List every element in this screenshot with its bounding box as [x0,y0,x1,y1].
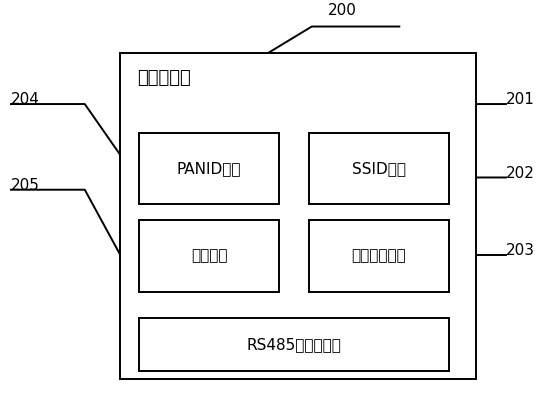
Text: 密钥设置: 密钥设置 [191,248,228,264]
Bar [120,53,476,379]
Bar [309,220,449,292]
Text: 200: 200 [328,3,357,18]
Text: 201: 201 [506,93,535,107]
Text: 上位机软件: 上位机软件 [137,69,190,87]
Text: 串口通信模块: 串口通信模块 [351,248,406,264]
Text: 205: 205 [11,178,40,193]
Bar [139,318,449,371]
Text: SSID设置: SSID设置 [352,161,406,176]
Bar [139,133,279,204]
Text: 203: 203 [506,244,535,258]
Text: PANID设置: PANID设置 [177,161,241,176]
Text: 202: 202 [506,166,535,181]
Text: 204: 204 [11,93,40,107]
Text: RS485波特率设置: RS485波特率设置 [247,337,341,352]
Bar [139,220,279,292]
Bar [309,133,449,204]
